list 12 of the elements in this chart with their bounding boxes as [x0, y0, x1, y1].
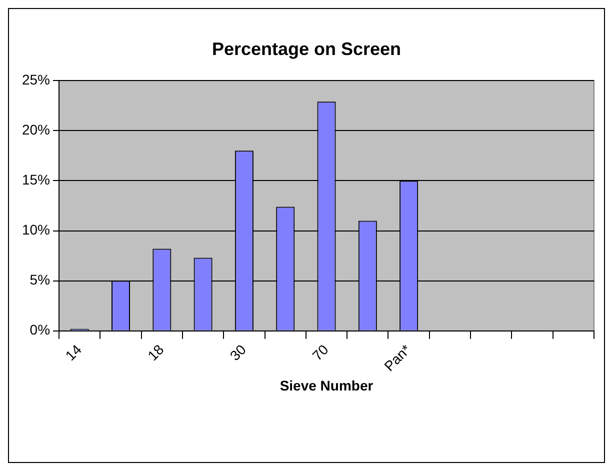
y-tick-label: 0% [30, 322, 50, 338]
x-tick-label: 70 [309, 341, 332, 364]
y-tick-label: 20% [22, 122, 50, 138]
chart-title: Percentage on Screen [212, 38, 402, 59]
y-tick-label: 15% [22, 172, 50, 188]
y-tick-label: 25% [22, 71, 50, 88]
x-tick-label: 14 [62, 341, 85, 364]
x-axis-title: Sieve Number [280, 377, 374, 394]
y-tick-label: 5% [30, 272, 50, 288]
x-tick-label: 18 [144, 341, 167, 364]
y-tick-label: 10% [22, 222, 50, 238]
x-tick-label: 30 [226, 341, 250, 364]
